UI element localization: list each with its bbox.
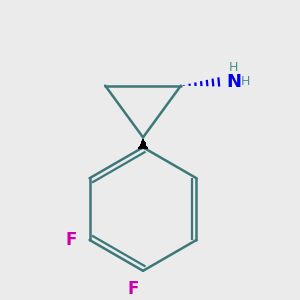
Text: F: F [66, 231, 77, 249]
Text: F: F [128, 280, 139, 298]
Text: H: H [229, 61, 238, 74]
Text: N: N [226, 73, 241, 91]
Text: H: H [241, 75, 250, 88]
